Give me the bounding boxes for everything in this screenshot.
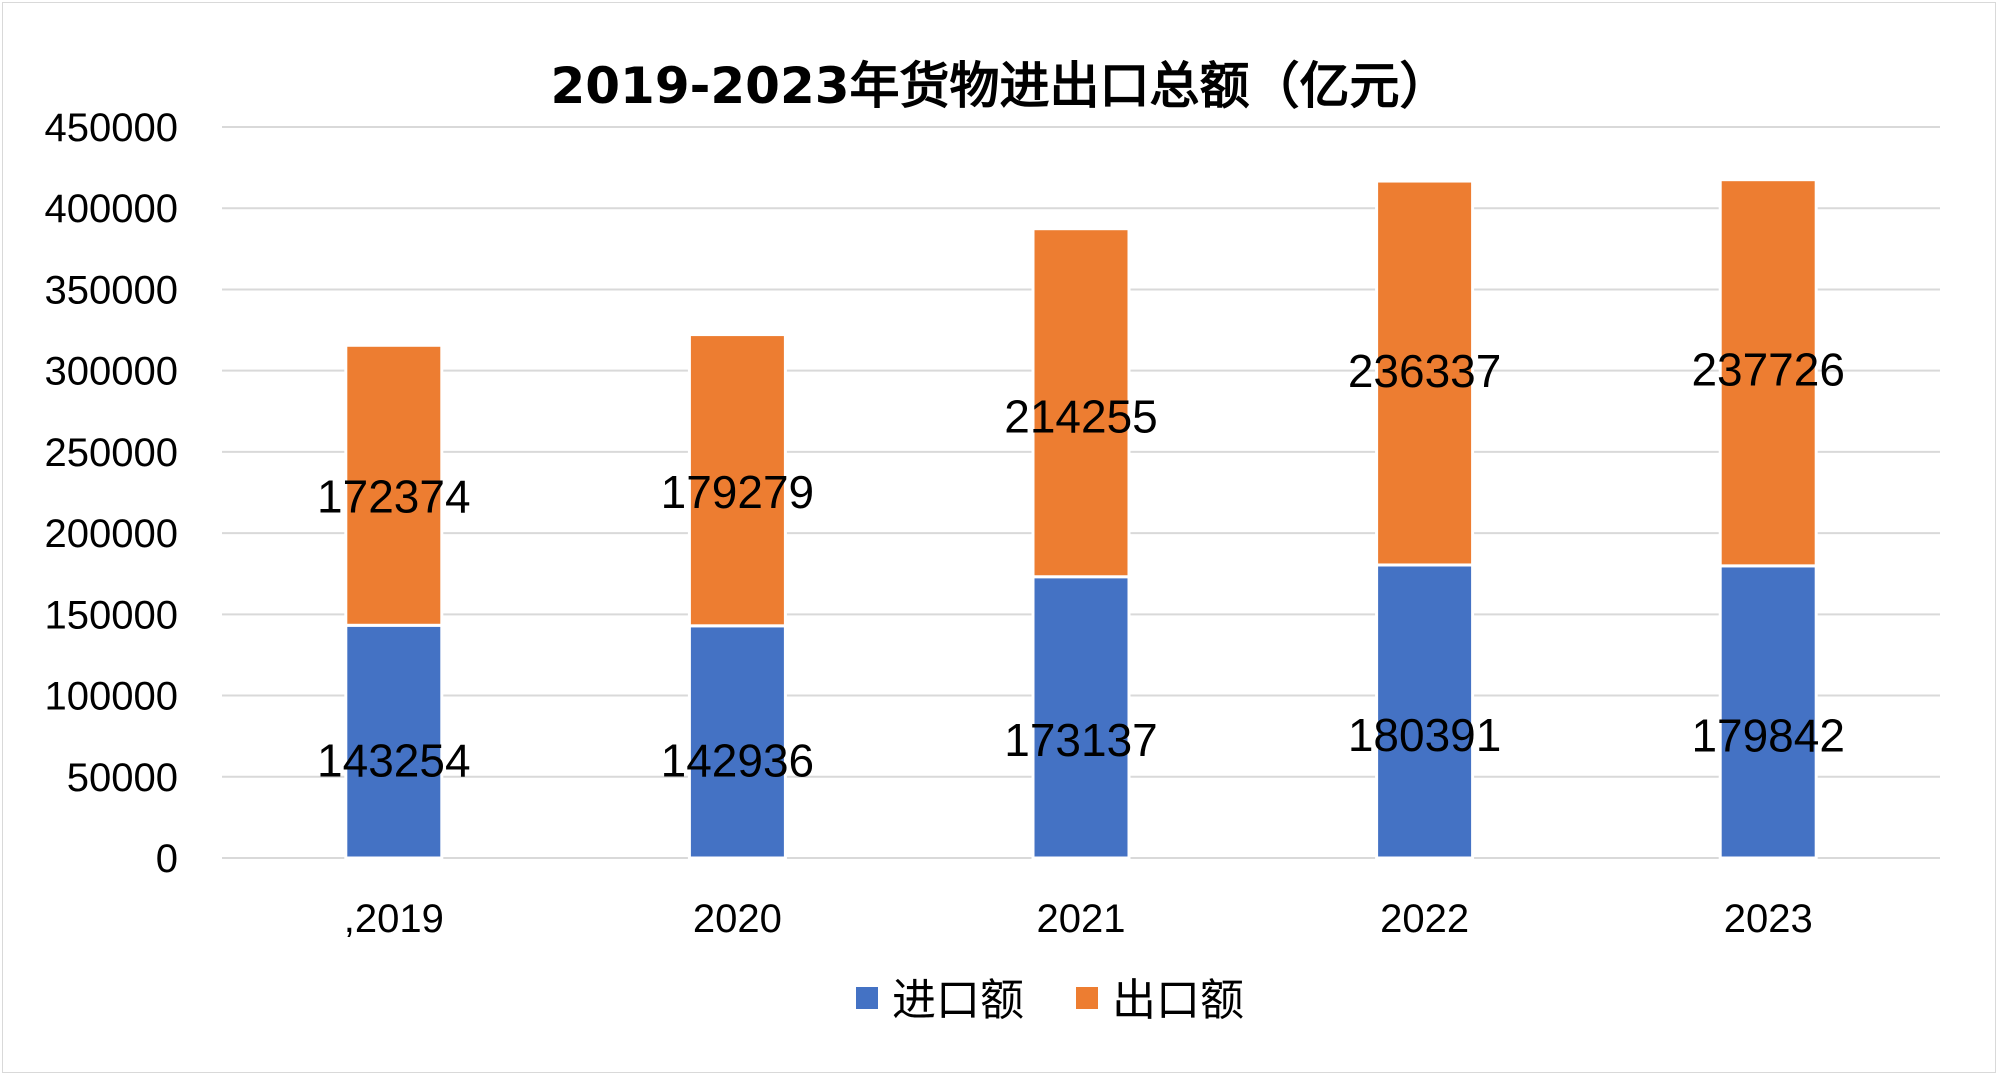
bar-export — [687, 333, 787, 628]
data-label: 180391 — [1348, 709, 1502, 761]
y-axis-ticks: 0 50000 100000 150000 200000 250000 300000 3500… — [45, 106, 178, 881]
bar-import — [1375, 563, 1475, 860]
x-category-label: ,2019 — [344, 897, 444, 941]
y-tick-label: 400000 — [45, 187, 178, 231]
legend-swatch-import — [856, 987, 878, 1009]
legend: 进口额 出口额 — [856, 975, 1244, 1026]
x-axis-categories: ,2019 2020 2021 2022 2023 — [344, 897, 1813, 941]
legend-swatch-export — [1076, 987, 1098, 1009]
bar-import — [1718, 564, 1818, 860]
y-tick-label: 0 — [156, 837, 178, 881]
data-label: 143254 — [317, 734, 471, 786]
bar-export — [1718, 178, 1818, 568]
data-label: 173137 — [1004, 714, 1158, 766]
gridlines — [222, 126, 1940, 859]
x-category-label: 2022 — [1380, 897, 1469, 941]
bar-import — [1031, 575, 1131, 860]
legend-label-export: 出口额 — [1112, 975, 1244, 1026]
y-tick-label: 300000 — [45, 350, 178, 394]
bar-export — [344, 343, 444, 627]
data-label: 237726 — [1691, 344, 1845, 396]
data-label: 179842 — [1691, 709, 1845, 761]
x-category-label: 2023 — [1724, 897, 1813, 941]
y-tick-label: 50000 — [67, 756, 178, 800]
y-tick-label: 350000 — [45, 268, 178, 312]
bar-export — [1375, 179, 1475, 567]
bars — [344, 178, 1818, 860]
chart-title: 2019-2023年货物进出口总额（亿元） — [550, 57, 1449, 115]
bar-import — [687, 624, 787, 860]
x-category-label: 2021 — [1037, 897, 1126, 941]
x-category-label: 2020 — [693, 897, 782, 941]
y-tick-label: 250000 — [45, 431, 178, 475]
bar-import — [344, 623, 444, 860]
legend-label-import: 进口额 — [892, 975, 1024, 1026]
data-label: 214255 — [1004, 391, 1158, 443]
data-label: 142936 — [661, 734, 815, 786]
data-labels: 143254 172374 142936 179279 173137 214255 1803… — [317, 344, 1845, 787]
data-label: 172374 — [317, 470, 471, 522]
data-label: 236337 — [1348, 345, 1502, 397]
data-label: 179279 — [661, 466, 815, 518]
y-tick-label: 450000 — [45, 106, 178, 150]
y-tick-label: 150000 — [45, 593, 178, 637]
y-tick-label: 200000 — [45, 512, 178, 556]
y-tick-label: 100000 — [45, 675, 178, 719]
bar-export — [1031, 227, 1131, 579]
